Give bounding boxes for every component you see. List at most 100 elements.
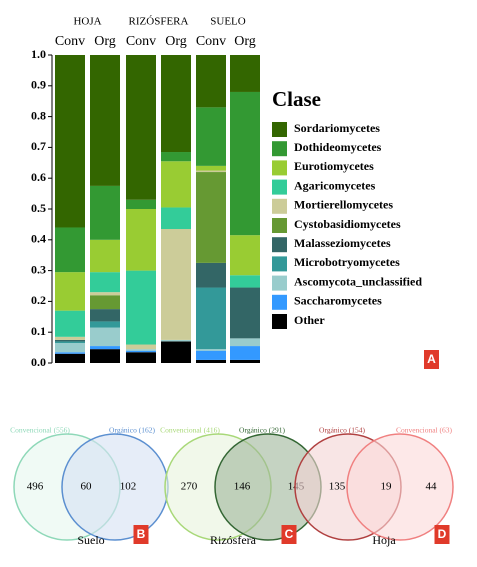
legend-label: Cystobasidiomycetes	[294, 217, 401, 231]
legend-label: Dothideomycetes	[294, 140, 382, 154]
bar-segment	[55, 55, 85, 228]
bar-segment	[196, 359, 226, 363]
legend-label: Malasseziomycetes	[294, 236, 391, 250]
bar-segment	[90, 346, 120, 350]
legend-swatch	[272, 275, 287, 291]
y-tick-label: 0.7	[31, 139, 46, 153]
bar-segment	[230, 275, 260, 288]
venn-set-label: Orgánico (154)	[319, 426, 365, 435]
y-tick-label: 0.9	[31, 78, 46, 92]
legend-label: Ascomycota_unclassified	[294, 274, 422, 288]
legend-label: Microbotryomycetes	[294, 255, 400, 269]
bar-segment	[55, 336, 85, 340]
legend-swatch	[272, 141, 287, 157]
bar-segment	[196, 165, 226, 171]
y-tick-label: 0.5	[31, 201, 46, 215]
bar-segment	[230, 235, 260, 276]
legend-swatch	[272, 198, 287, 214]
venn-name: Hoja	[372, 533, 396, 547]
bar-segment	[55, 352, 85, 354]
bar-segment	[196, 107, 226, 166]
panel-label: D	[438, 527, 447, 541]
bar-segment	[230, 91, 260, 236]
venn-count: 496	[27, 481, 44, 493]
bar-segment	[161, 55, 191, 153]
bar-segment	[55, 339, 85, 342]
venn-count: 270	[181, 481, 198, 493]
bar-segment	[230, 338, 260, 347]
legend-swatch	[272, 218, 287, 233]
bar-segment	[196, 55, 226, 108]
bar-segment	[55, 353, 85, 363]
bar-segment	[90, 327, 120, 347]
panel-badge	[434, 525, 450, 544]
legend-label: Eurotiomycetes	[294, 159, 374, 173]
bar-segment	[230, 55, 260, 92]
panel-label: C	[285, 527, 294, 541]
bar-segment	[161, 152, 191, 162]
x-category-label: Conv	[196, 34, 226, 49]
y-tick-label: 0.4	[31, 232, 46, 246]
bar-segment	[126, 55, 156, 200]
legend-swatch	[272, 294, 287, 310]
bar-segment	[161, 339, 191, 342]
bar-segment	[161, 207, 191, 230]
legend-label: Agaricomycetes	[294, 178, 376, 192]
venn-set-label: Convencional (556)	[10, 426, 70, 435]
venn-count: 102	[120, 481, 137, 493]
venn-name: Rizósfera	[210, 533, 257, 547]
y-tick-label: 0.1	[31, 324, 46, 338]
bar-segment	[161, 161, 191, 208]
bar-segment	[55, 310, 85, 337]
legend-swatch	[272, 314, 287, 329]
venn-count: 146	[234, 481, 251, 493]
bar-segment	[90, 292, 120, 296]
y-tick-label: 0.0	[31, 355, 46, 369]
x-category-label: Org	[234, 34, 256, 49]
bar-segment	[161, 229, 191, 340]
bar-segment	[90, 321, 120, 328]
venn-set-label: Convencional (416)	[160, 426, 220, 435]
x-category-label: Conv	[55, 34, 85, 49]
panel-label: B	[137, 527, 146, 541]
bar-segment	[90, 239, 120, 273]
bar-segment	[126, 270, 156, 345]
venn-count: 19	[381, 481, 393, 493]
bar-segment	[90, 185, 120, 240]
bar-segment	[196, 170, 226, 173]
bar-segment	[126, 209, 156, 271]
legend-title: Clase	[272, 87, 321, 111]
bar-segment	[230, 359, 260, 363]
panel-label: A	[427, 352, 436, 366]
legend-label: Mortierellomycetes	[294, 198, 393, 212]
bar-segment	[90, 349, 120, 363]
group-label: RIZÓSFERA	[129, 16, 189, 28]
venn-count: 135	[329, 481, 346, 493]
bar-segment	[55, 272, 85, 311]
panel-badge	[424, 350, 439, 369]
legend-swatch	[272, 237, 287, 253]
y-tick-label: 0.8	[31, 108, 46, 122]
y-tick-label: 0.3	[31, 262, 46, 276]
venn-set-label: Convencional (63)	[396, 426, 453, 435]
x-category-label: Org	[165, 34, 187, 49]
legend-swatch	[272, 179, 287, 195]
y-tick-label: 1.0	[31, 47, 46, 61]
bar-segment	[55, 342, 85, 353]
panel-badge	[281, 525, 297, 544]
bar-segment	[126, 350, 156, 353]
bar-segment	[196, 287, 226, 350]
bar-segment	[230, 287, 260, 339]
bar-segment	[196, 350, 226, 360]
venn-set-label: Orgánico (291)	[239, 426, 285, 435]
venn-count: 60	[81, 481, 93, 493]
bar-segment	[90, 272, 120, 293]
group-label: HOJA	[73, 16, 101, 28]
x-category-label: Org	[94, 34, 116, 49]
panel-badge	[133, 525, 149, 544]
legend-label: Other	[294, 313, 325, 327]
bar-segment	[55, 227, 85, 273]
bar-segment	[90, 309, 120, 322]
bar-segment	[230, 346, 260, 360]
